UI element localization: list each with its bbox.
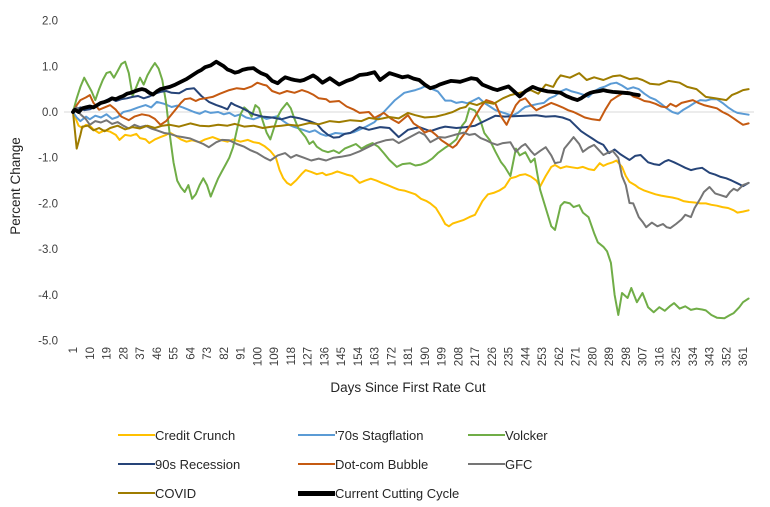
x-tick-label: 100 (252, 347, 264, 366)
x-tick-label: 82 (219, 347, 231, 360)
x-tick-label: 226 (487, 347, 499, 366)
y-tick-label: -3.0 (38, 244, 58, 256)
legend-item-credit-crunch: Credit Crunch (118, 423, 298, 447)
y-tick-label: -5.0 (38, 336, 58, 348)
legend-swatch-90s-recession (118, 462, 155, 466)
x-tick-label: 217 (470, 347, 482, 366)
legend-item-covid: COVID (118, 481, 298, 505)
x-tick-label: 127 (303, 347, 315, 366)
y-tick-label: 0.0 (42, 107, 58, 119)
series-line-gfc (72, 106, 750, 230)
x-tick-label: 244 (520, 346, 532, 366)
x-tick-label: 1 (68, 347, 80, 353)
legend-label-current-cutting-cycle: Current Cutting Cycle (335, 485, 460, 501)
legend-label-70s-stagflation: '70s Stagflation (335, 427, 424, 443)
x-tick-label: 253 (537, 347, 549, 366)
legend-item-volcker: Volcker (468, 423, 770, 447)
x-tick-label: 307 (638, 347, 650, 366)
series-line-volcker (72, 60, 750, 320)
plot-area: 2.0 1.0 0.0 -1.0 -2.0 -3.0 -4.0 -5.0 1 10 19 28 37 46… (8, 16, 754, 395)
legend-item-90s-recession: 90s Recession (118, 452, 298, 476)
x-tick-label: 343 (705, 347, 717, 366)
series-line-covid (72, 72, 750, 150)
x-tick-label: 199 (437, 347, 449, 366)
x-tick-label: 28 (118, 347, 130, 360)
x-tick-label: 280 (587, 347, 599, 366)
y-tick-label: -1.0 (38, 153, 58, 165)
x-tick-label: 271 (571, 347, 583, 366)
legend-label-credit-crunch: Credit Crunch (155, 427, 236, 443)
x-tick-label: 208 (453, 347, 465, 366)
x-tick-label: 163 (370, 347, 382, 366)
series-line-dot-com-bubble (72, 81, 750, 149)
x-axis-title: Days Since First Rate Cut (330, 380, 486, 395)
legend-swatch-gfc (468, 462, 505, 466)
y-axis-title: Percent Change (8, 137, 23, 235)
x-tick-label: 118 (286, 347, 298, 365)
x-tick-label: 154 (353, 346, 365, 366)
x-tick-label: 73 (202, 347, 214, 360)
legend-swatch-70s-stagflation (298, 433, 335, 437)
x-tick-label: 289 (604, 347, 616, 366)
legend-label-volcker: Volcker (505, 427, 548, 443)
legend-swatch-volcker (468, 433, 505, 437)
x-tick-label: 298 (621, 347, 633, 366)
series-line-current-cutting-cycle (71, 59, 641, 114)
x-tick-label: 91 (236, 347, 248, 360)
legend-swatch-covid (118, 491, 155, 495)
legend-swatch-current-cutting-cycle (298, 490, 335, 496)
series-line-70s-stagflation (72, 81, 750, 137)
legend-item-dot-com-bubble: Dot-com Bubble (298, 452, 468, 476)
x-tick-label: 352 (721, 347, 733, 366)
x-tick-label: 109 (269, 347, 281, 366)
chart-legend: Credit Crunch '70s Stagflation Volcker 90s … (118, 423, 770, 505)
x-tick-label: 262 (554, 347, 566, 366)
x-tick-label: 145 (336, 347, 348, 366)
legend-item-gfc: GFC (468, 452, 770, 476)
x-tick-label: 19 (102, 347, 114, 360)
legend-label-covid: COVID (155, 485, 197, 501)
y-tick-label: -4.0 (38, 290, 58, 302)
legend-swatch-dot-com-bubble (298, 462, 335, 466)
series-line-90s-recession (72, 87, 750, 188)
x-tick-label: 55 (169, 347, 181, 360)
x-tick-label: 334 (688, 346, 700, 366)
y-tick-label: 1.0 (42, 61, 58, 73)
legend-swatch-credit-crunch (118, 433, 155, 437)
x-tick-label: 64 (185, 346, 197, 359)
x-tick-label: 181 (403, 347, 415, 366)
x-tick-label: 136 (319, 347, 331, 366)
y-tick-label: 2.0 (42, 16, 58, 28)
legend-label-dot-com-bubble: Dot-com Bubble (335, 456, 429, 472)
legend-label-gfc: GFC (505, 456, 533, 472)
x-tick-label: 37 (135, 347, 147, 360)
x-tick-label: 325 (671, 347, 683, 366)
x-tick-label: 361 (738, 347, 750, 366)
x-tick-label: 235 (504, 347, 516, 366)
legend-label-90s-recession: 90s Recession (155, 456, 241, 472)
legend-item-current-cutting-cycle: Current Cutting Cycle (298, 481, 468, 505)
x-tick-label: 46 (152, 347, 164, 360)
y-tick-label: -2.0 (38, 198, 58, 210)
x-tick-label: 172 (386, 347, 398, 366)
x-tick-label: 10 (85, 347, 97, 360)
legend-item-70s-stagflation: '70s Stagflation (298, 423, 468, 447)
x-tick-label: 190 (420, 347, 432, 366)
x-tick-label: 316 (654, 347, 666, 366)
